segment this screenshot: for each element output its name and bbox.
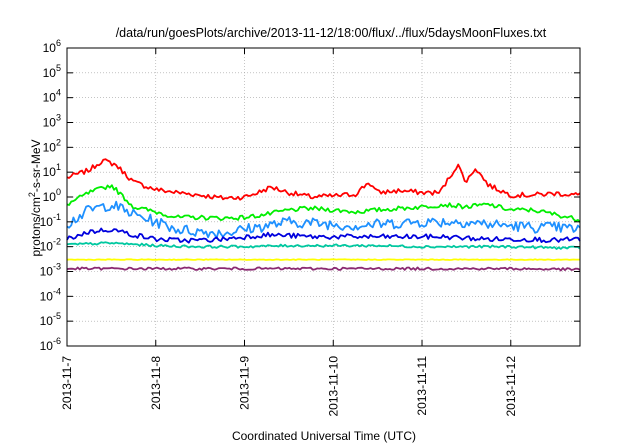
y-axis-label-sup: 2 xyxy=(27,192,37,197)
y-tick-label: 10-3 xyxy=(40,262,61,279)
y-tick-label: 100 xyxy=(43,187,61,204)
y-tick-label-exp: 3 xyxy=(56,113,61,123)
y-tick-label-base: 10 xyxy=(40,265,54,279)
y-tick-label: 10-1 xyxy=(40,212,61,229)
x-tick-label: 2013-11-7 xyxy=(60,356,74,410)
y-tick-label-base: 10 xyxy=(43,165,57,179)
y-tick-label-exp: -1 xyxy=(53,212,61,222)
y-tick-label-base: 10 xyxy=(40,240,54,254)
x-tick-label: 2013-11-11 xyxy=(415,356,429,416)
y-tick-label-base: 10 xyxy=(40,339,54,353)
grid-lines xyxy=(66,47,580,347)
y-axis-label: protons/cm2-s-sr-MeV xyxy=(27,139,43,256)
axes: 10-610-510-410-310-210-11001011021031041… xyxy=(40,38,581,417)
y-tick-label-base: 10 xyxy=(40,215,54,229)
y-tick-label-base: 10 xyxy=(43,41,57,55)
y-tick-label-base: 10 xyxy=(40,289,54,303)
y-tick-label: 105 xyxy=(43,63,61,80)
y-tick-label: 103 xyxy=(43,113,61,130)
y-tick-label: 101 xyxy=(43,162,61,179)
series-line xyxy=(66,184,581,223)
x-tick-label: 2013-11-9 xyxy=(238,356,252,410)
y-tick-label-exp: 2 xyxy=(56,137,61,147)
x-tick-label: 2013-11-8 xyxy=(149,356,163,410)
y-tick-label-exp: 1 xyxy=(56,162,61,172)
y-tick-label-exp: -2 xyxy=(53,237,61,247)
plot-frame xyxy=(66,47,581,347)
y-tick-label: 10-6 xyxy=(40,336,61,353)
series-line xyxy=(66,200,581,240)
series-line xyxy=(66,227,581,244)
series-line xyxy=(66,266,581,272)
y-tick-label-exp: -5 xyxy=(53,311,61,321)
y-axis-label-pre: protons/cm xyxy=(29,197,43,256)
y-tick-label-exp: -4 xyxy=(53,286,61,296)
x-tick-label: 2013-11-12 xyxy=(504,356,518,417)
y-tick-label-exp: -3 xyxy=(53,262,61,272)
y-tick-label: 106 xyxy=(43,38,61,55)
series-lines xyxy=(66,158,581,272)
series-line xyxy=(66,258,580,261)
y-tick-label-base: 10 xyxy=(43,116,57,130)
x-tick-label: 2013-11-10 xyxy=(326,356,340,417)
y-axis-label-post: -s-sr-MeV xyxy=(29,139,43,192)
y-tick-label-exp: -6 xyxy=(53,336,61,346)
y-tick-label: 10-4 xyxy=(40,286,61,303)
y-tick-label: 10-5 xyxy=(40,311,61,328)
x-axis-label: Coordinated Universal Time (UTC) xyxy=(232,429,416,443)
series-line xyxy=(66,241,581,250)
y-tick-label-exp: 4 xyxy=(56,88,61,98)
y-tick-label-base: 10 xyxy=(43,190,57,204)
y-tick-label-exp: 0 xyxy=(56,187,61,197)
y-tick-label-exp: 6 xyxy=(56,38,61,48)
y-tick-label-exp: 5 xyxy=(56,63,61,73)
y-tick-label-base: 10 xyxy=(43,66,57,80)
y-tick-label-base: 10 xyxy=(43,91,57,105)
series-line xyxy=(66,158,581,201)
chart-title: /data/run/goesPlots/archive/2013-11-12/1… xyxy=(116,26,547,40)
y-tick-label: 10-2 xyxy=(40,237,61,254)
y-tick-label: 102 xyxy=(43,137,61,154)
y-tick-label: 104 xyxy=(43,88,61,105)
y-tick-label-base: 10 xyxy=(40,314,54,328)
y-tick-label-base: 10 xyxy=(43,140,57,154)
